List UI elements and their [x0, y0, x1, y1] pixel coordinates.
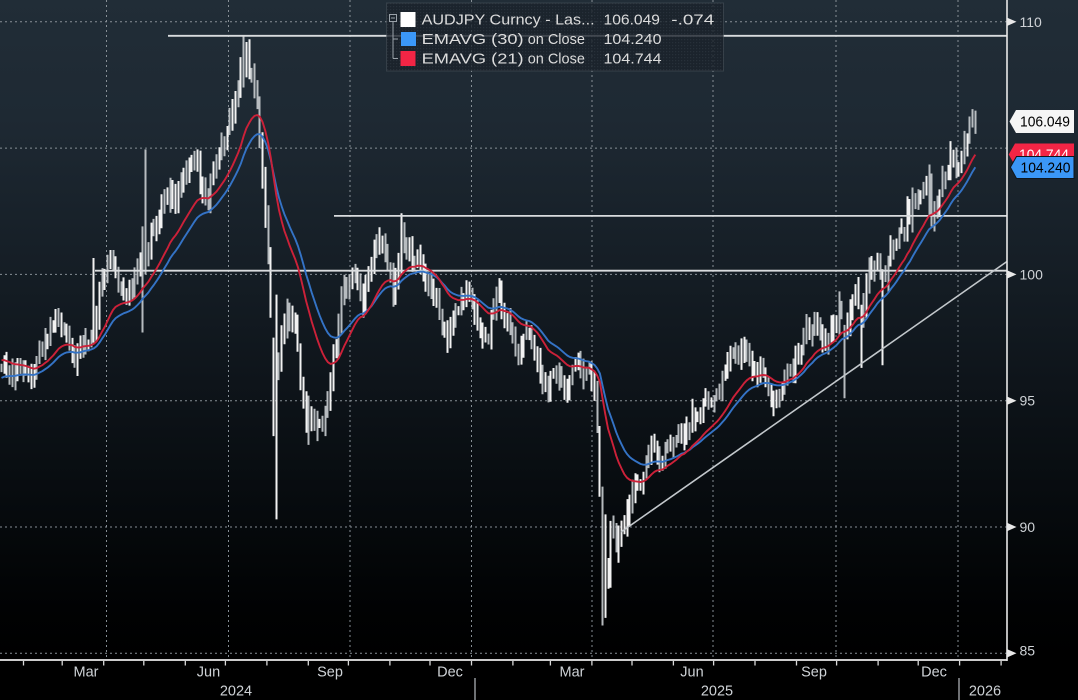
- svg-text:104.240: 104.240: [1021, 160, 1071, 177]
- svg-text:2026: 2026: [969, 684, 1001, 700]
- svg-text:95: 95: [1020, 393, 1036, 409]
- svg-text:106.049: 106.049: [604, 12, 661, 29]
- svg-text:AUDJPY Curncy - Las...: AUDJPY Curncy - Las...: [422, 12, 595, 29]
- svg-text:Dec: Dec: [921, 665, 947, 681]
- svg-text:Sep: Sep: [317, 665, 343, 681]
- svg-text:Mar: Mar: [74, 665, 99, 681]
- svg-text:Sep: Sep: [801, 665, 827, 681]
- svg-text:EMAVG (21): EMAVG (21): [422, 51, 524, 68]
- svg-text:-.074: -.074: [671, 12, 714, 29]
- svg-text:90: 90: [1020, 519, 1036, 535]
- svg-text:on Close: on Close: [528, 51, 585, 68]
- svg-text:2024: 2024: [220, 684, 252, 700]
- svg-text:EMAVG (30): EMAVG (30): [422, 31, 524, 48]
- svg-text:Dec: Dec: [437, 665, 463, 681]
- svg-text:104.744: 104.744: [604, 51, 662, 68]
- svg-text:85: 85: [1020, 643, 1036, 659]
- svg-text:2025: 2025: [701, 684, 733, 700]
- svg-text:104.240: 104.240: [604, 31, 662, 48]
- svg-text:Jun: Jun: [197, 665, 220, 681]
- svg-text:106.049: 106.049: [1020, 114, 1070, 131]
- svg-text:110: 110: [1020, 14, 1043, 30]
- svg-text:Jun: Jun: [680, 665, 703, 681]
- svg-text:on Close: on Close: [528, 31, 585, 48]
- svg-text:Mar: Mar: [560, 665, 585, 681]
- svg-text:100: 100: [1020, 266, 1044, 282]
